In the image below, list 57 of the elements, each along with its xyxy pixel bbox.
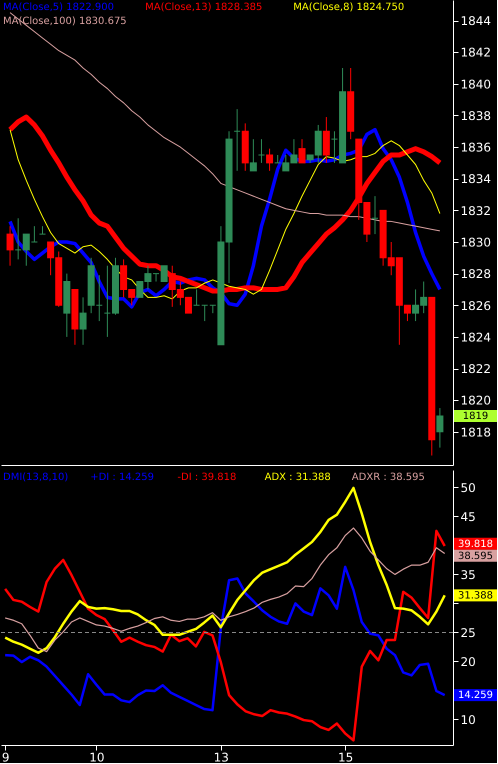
y-tick-label: 1822 — [460, 362, 492, 376]
candlestick — [266, 148, 274, 172]
candlestick — [201, 304, 208, 322]
candlestick — [6, 226, 14, 266]
y-tick-label: 1838 — [460, 108, 492, 123]
x-tick-label: 9 — [2, 750, 10, 764]
y-tick-label: 1842 — [460, 46, 492, 60]
y-tick-label: 1836 — [460, 140, 492, 155]
y-tick-label: 35 — [460, 568, 476, 582]
x-tick-label: 13 — [214, 750, 229, 764]
candlestick — [298, 138, 306, 164]
y-tick-label: 1826 — [460, 298, 492, 313]
y-tick-label: 20 — [460, 654, 476, 669]
text: -DI : 39.818 — [177, 472, 236, 483]
y-tick-label: 25 — [460, 626, 476, 640]
y-tick-label: 1844 — [460, 14, 492, 28]
text: 39.818 — [458, 538, 493, 550]
x-tick-label: 15 — [338, 750, 354, 764]
y-tick-label: 10 — [460, 712, 476, 727]
y-tick-label: 1840 — [460, 77, 492, 92]
text: 31.388 — [458, 590, 493, 602]
y-tick-label: 1824 — [460, 330, 492, 344]
candlestick — [96, 274, 103, 322]
candlestick — [274, 154, 282, 164]
candlestick — [322, 116, 330, 164]
y-tick-label: 1834 — [460, 172, 492, 186]
y-tick-label: 1832 — [460, 204, 492, 218]
chart-title: DMI(13,8,10) — [3, 472, 68, 483]
candlestick — [38, 226, 46, 235]
text: MA(Close,5) 1822.900 — [3, 2, 114, 13]
y-tick-label: 45 — [460, 510, 476, 524]
y-tick-label: 1828 — [460, 267, 492, 282]
candlestick — [14, 218, 22, 260]
candlestick — [80, 296, 87, 346]
line-series — [4, 530, 446, 742]
line-series — [4, 566, 446, 712]
line-series — [4, 486, 446, 654]
y-tick-label: 50 — [460, 480, 476, 495]
text: 38.595 — [458, 550, 493, 562]
y-tick-label: 1830 — [460, 235, 492, 250]
y-tick-label: 1818 — [460, 425, 492, 440]
x-tick-label: 10 — [89, 750, 105, 764]
candlestick — [436, 408, 444, 448]
text: ADXR : 38.595 — [352, 472, 425, 483]
text: 14.259 — [458, 690, 493, 702]
candlestick — [234, 108, 241, 172]
text: MA(Close,13) 1828.385 — [145, 2, 262, 13]
line-series — [4, 527, 446, 652]
text: 1819 — [462, 410, 488, 422]
text: MA(Close,8) 1824.750 — [293, 2, 404, 13]
text: ADX : 31.388 — [264, 472, 331, 483]
text: +DI : 14.259 — [90, 472, 154, 483]
candlestick — [250, 138, 257, 172]
candlestick — [372, 196, 379, 235]
candlestick — [193, 288, 200, 306]
candlestick — [258, 138, 265, 164]
y-tick-label: 1820 — [460, 394, 492, 408]
